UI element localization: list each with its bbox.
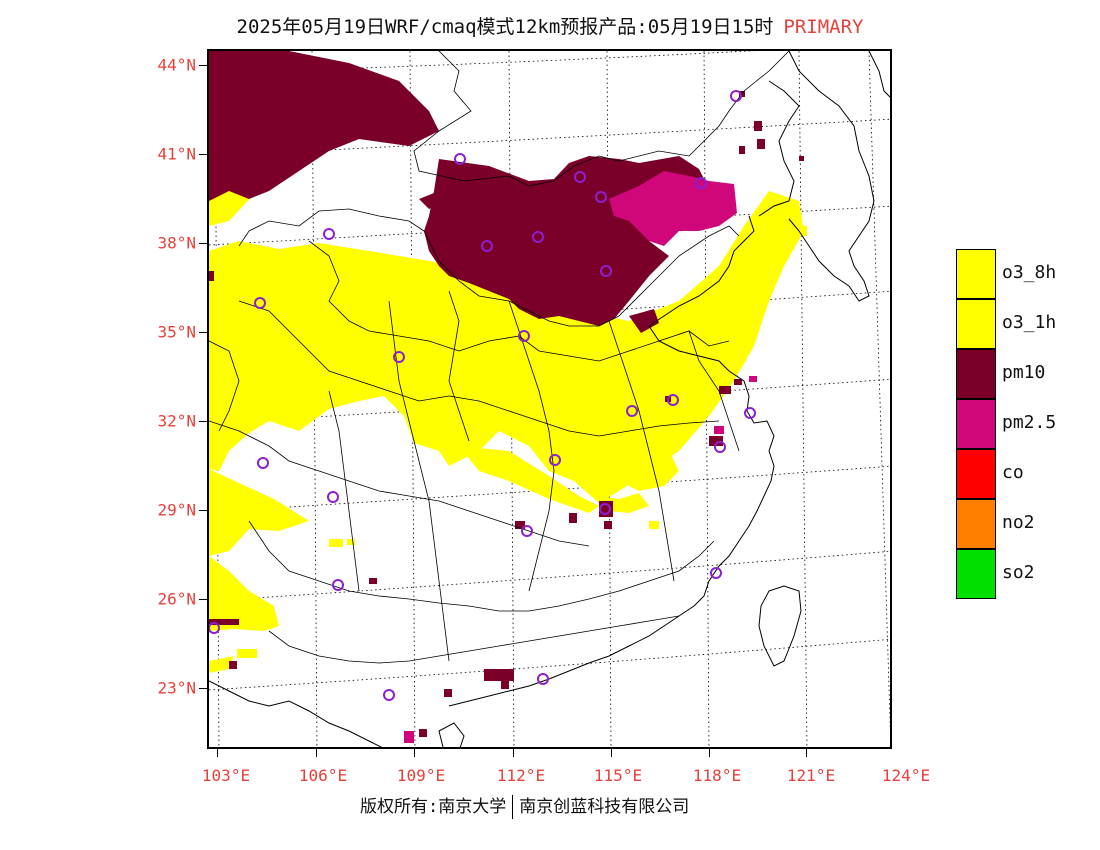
legend-swatch — [956, 299, 996, 349]
lon-tick — [513, 749, 514, 757]
lon-tick — [611, 749, 612, 757]
map-title: 2025年05月19日WRF/cmaq模式12km预报产品:05月19日15时 P… — [0, 12, 1100, 39]
graticule — [209, 51, 890, 747]
copyright-separator — [512, 795, 514, 819]
coastline — [209, 51, 890, 747]
legend-label: o3_8h — [1002, 262, 1057, 283]
lat-label-29: 29°N — [157, 500, 196, 520]
copyright-left: 版权所有:南京大学 — [360, 797, 507, 817]
lat-tick — [199, 421, 207, 422]
legend-swatch — [956, 499, 996, 549]
lat-label-23: 23°N — [157, 678, 196, 698]
lat-tick — [199, 510, 207, 511]
lat-label-38: 38°N — [157, 233, 196, 253]
lon-label-115: 115°E — [593, 766, 643, 785]
lat-tick — [199, 599, 207, 600]
legend-swatch — [956, 349, 996, 399]
lat-label-26: 26°N — [157, 589, 196, 609]
lon-label-121: 121°E — [786, 766, 836, 785]
map-canvas — [209, 51, 890, 747]
o3-region — [209, 141, 804, 673]
legend-label: pm10 — [1002, 362, 1046, 383]
legend-label: pm2.5 — [1002, 412, 1057, 433]
legend-swatch — [956, 449, 996, 499]
lon-tick — [316, 749, 317, 757]
lat-label-41: 41°N — [157, 144, 196, 164]
legend-label: co — [1002, 462, 1024, 483]
map-title-tag: PRIMARY — [783, 16, 864, 38]
lat-label-32: 32°N — [157, 411, 196, 431]
lat-tick — [199, 332, 207, 333]
lon-tick — [414, 749, 415, 757]
lon-tick — [709, 749, 710, 757]
lat-tick — [199, 65, 207, 66]
legend-swatch — [956, 249, 996, 299]
map-panel[interactable] — [207, 49, 892, 749]
legend-label: so2 — [1002, 562, 1035, 583]
lat-tick — [199, 154, 207, 155]
lon-tick — [806, 749, 807, 757]
station-markers — [209, 90, 756, 701]
lat-tick — [199, 243, 207, 244]
lat-tick — [199, 688, 207, 689]
lat-label-35: 35°N — [157, 322, 196, 342]
lat-label-44: 44°N — [157, 55, 196, 75]
copyright-right: 南京创蓝科技有限公司 — [519, 797, 690, 817]
lon-label-124: 124°E — [881, 766, 931, 785]
lon-label-112: 112°E — [496, 766, 546, 785]
legend-label: o3_1h — [1002, 312, 1057, 333]
lon-label-118: 118°E — [692, 766, 742, 785]
lon-label-103: 103°E — [201, 766, 251, 785]
lon-label-109: 109°E — [396, 766, 446, 785]
copyright: 版权所有:南京大学 南京创蓝科技有限公司 — [360, 792, 689, 819]
legend-swatch — [956, 549, 996, 599]
legend-label: no2 — [1002, 512, 1035, 533]
lon-tick — [217, 749, 218, 757]
o3-speckles — [237, 226, 807, 658]
map-title-main: 2025年05月19日WRF/cmaq模式12km预报产品:05月19日15时 — [236, 16, 774, 38]
pm25-region — [404, 171, 757, 743]
legend-swatch — [956, 399, 996, 449]
lon-label-106: 106°E — [298, 766, 348, 785]
